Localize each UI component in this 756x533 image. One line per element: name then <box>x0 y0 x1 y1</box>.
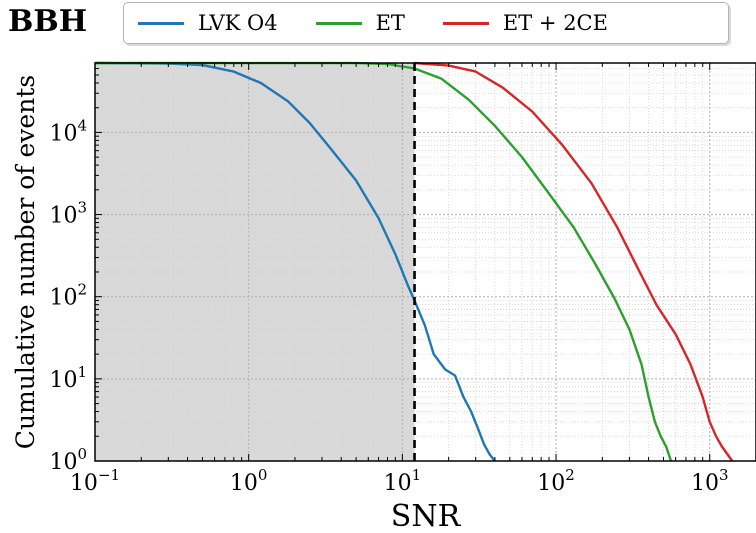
legend-item-lvk: LVK O4 <box>138 11 278 35</box>
legend-item-et-2ce: ET + 2CE <box>442 11 608 35</box>
legend-line-et <box>315 21 362 25</box>
legend-line-et-2ce <box>442 21 489 25</box>
legend-item-et: ET <box>315 11 405 35</box>
y-tick-label: 101 <box>49 363 87 393</box>
legend: LVK O4 ET ET + 2CE <box>123 2 729 44</box>
plot-frame <box>94 62 756 462</box>
y-tick-label: 102 <box>49 281 87 311</box>
x-tick-label: 103 <box>691 466 729 496</box>
panel-title: BBH <box>8 4 88 39</box>
y-axis-label: Cumulative number of events <box>11 75 40 449</box>
y-tick-label: 103 <box>49 199 87 229</box>
x-tick-label: 102 <box>537 466 575 496</box>
x-axis-label: SNR <box>391 499 462 533</box>
legend-line-lvk <box>138 21 184 25</box>
grid <box>94 62 756 462</box>
legend-label-et: ET <box>375 11 405 35</box>
x-tick-label: 101 <box>384 466 422 496</box>
series-line-lvk-o4 <box>94 61 496 462</box>
series-line-et-2ce <box>414 61 734 462</box>
below-threshold-shade <box>95 63 415 461</box>
legend-label-lvk: LVK O4 <box>198 11 278 35</box>
y-tick-label: 104 <box>49 116 87 146</box>
x-tick-label: 10−1 <box>70 466 120 496</box>
y-tick-label: 100 <box>49 445 87 475</box>
x-tick-label: 100 <box>230 466 268 496</box>
legend-label-et-2ce: ET + 2CE <box>502 11 608 35</box>
